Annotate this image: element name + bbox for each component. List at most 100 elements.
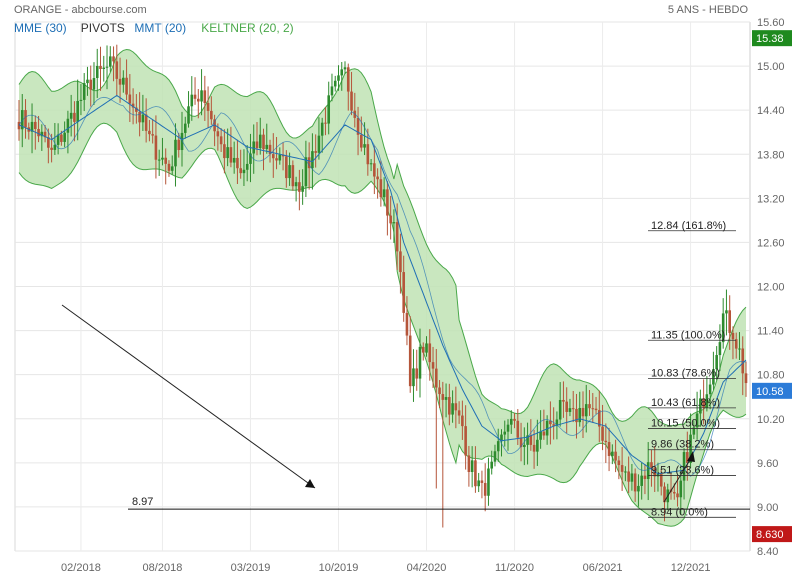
candle-body [95, 65, 99, 79]
high-price-badge-text: 15.38 [756, 33, 784, 45]
fib-level-label: 10.43 (61.8%) [651, 397, 720, 409]
candle-body [373, 163, 376, 177]
candle-body [601, 426, 604, 441]
candle-body [86, 79, 89, 84]
candle-body [275, 158, 278, 161]
candle-body [82, 83, 86, 100]
legend-item[interactable]: PIVOTS [81, 21, 125, 35]
grid [14, 21, 751, 552]
candle-body [630, 473, 634, 482]
trend-arrow [61, 304, 316, 489]
candle-body [412, 368, 415, 387]
chart-title: ORANGE - abcbourse.com [14, 4, 147, 16]
candle-body [356, 117, 360, 135]
candle-body [157, 159, 161, 161]
candle-body [343, 67, 347, 70]
candle-body [392, 222, 396, 224]
candle-body [692, 427, 696, 435]
candle-body [40, 131, 44, 137]
candle-body [588, 404, 591, 409]
candle-body [281, 154, 285, 157]
candle-body [725, 310, 728, 314]
legend-item[interactable]: MME (30) [14, 21, 67, 35]
fib-level-label: 12.84 (161.8%) [651, 220, 726, 232]
candle-body [464, 426, 467, 456]
candle-body [60, 134, 63, 142]
keltner-lower-line [18, 122, 747, 527]
candle-body [236, 157, 239, 169]
trend-arrow-head [305, 479, 315, 488]
price-levels: 8.97 12.84 (161.8%) 11.35 (100.0%) 10.83 (7… [128, 220, 750, 518]
y-tick-label: 12.00 [757, 282, 785, 294]
candle-body [330, 86, 334, 96]
candle-body [291, 165, 295, 187]
candle-body [301, 186, 304, 192]
candle-body [363, 144, 366, 148]
candle-body [712, 369, 715, 385]
candle-body [562, 399, 565, 402]
candle-body [418, 346, 422, 379]
candle-body [219, 136, 223, 145]
candle-body [206, 103, 210, 111]
candle-body [568, 408, 572, 412]
fib-level-label: 9.51 (23.6%) [651, 464, 714, 476]
candle-body [549, 420, 552, 425]
candle-body [402, 272, 405, 313]
candle-body [415, 368, 419, 379]
candle-body [63, 132, 66, 142]
candle-body [490, 461, 494, 469]
x-tick-label: 06/2021 [583, 562, 623, 574]
candle-body [148, 130, 151, 135]
fib-level-label: 11.35 (100.0%) [651, 329, 725, 341]
candle-body [376, 176, 379, 180]
candle-body [389, 215, 392, 224]
candle-body [571, 408, 575, 410]
candle-body [461, 415, 464, 427]
candle-body [324, 122, 327, 124]
candle-body [633, 473, 637, 492]
moving-average-line [18, 94, 747, 475]
candle-body [513, 418, 516, 421]
candle-body [304, 157, 308, 187]
legend-item[interactable]: KELTNER (20, 2) [201, 21, 293, 35]
candle-body [131, 103, 135, 108]
y-tick-label: 13.80 [757, 149, 785, 161]
candle-body [545, 420, 549, 436]
candle-body [395, 222, 399, 252]
candle-body [102, 67, 106, 69]
candle-body [69, 112, 73, 119]
candle-body [151, 134, 154, 136]
candle-body [34, 121, 37, 129]
candle-body [265, 144, 269, 150]
candle-body [434, 368, 438, 388]
candle-body [614, 451, 617, 461]
candle-body [138, 111, 141, 123]
candle-body [112, 56, 115, 62]
candle-body [108, 56, 112, 67]
candle-body [320, 122, 324, 136]
candle-body [386, 189, 389, 216]
candle-body [154, 135, 158, 160]
candle-body [441, 394, 445, 400]
low-price-badge [752, 526, 792, 543]
candle-body [255, 141, 259, 149]
y-tick-label: 12.60 [757, 237, 785, 249]
x-tick-label: 11/2020 [495, 562, 534, 574]
candle-body [702, 398, 705, 408]
candle-body [229, 147, 233, 163]
last-price-badge [752, 382, 792, 399]
candle-body [536, 439, 539, 452]
candle-body [190, 94, 194, 107]
candle-body [428, 343, 432, 363]
candle-body [210, 110, 213, 120]
keltner-upper-line [18, 48, 747, 427]
candle-body [741, 348, 745, 374]
candle-body [327, 95, 331, 124]
fib-level-label: 10.83 (78.6%) [651, 367, 720, 379]
keltner-band [19, 49, 746, 527]
y-tick-label: 11.40 [757, 326, 784, 338]
chart-period: 5 ANS - HEBDO [668, 4, 749, 16]
candle-body [744, 373, 748, 384]
candle-body [421, 346, 425, 353]
legend-item[interactable]: MMT (20) [134, 21, 186, 35]
